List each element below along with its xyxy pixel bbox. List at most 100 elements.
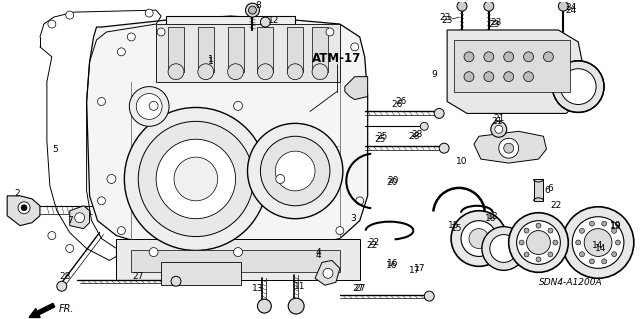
Text: 25: 25 — [376, 132, 387, 141]
Polygon shape — [86, 16, 367, 252]
Text: 27: 27 — [132, 272, 144, 281]
Circle shape — [149, 248, 158, 256]
Circle shape — [288, 298, 304, 314]
Circle shape — [558, 1, 568, 11]
Circle shape — [482, 226, 525, 270]
Circle shape — [612, 252, 616, 257]
Circle shape — [434, 108, 444, 118]
Circle shape — [351, 43, 359, 51]
Text: 19: 19 — [610, 221, 621, 230]
Text: 5: 5 — [52, 145, 58, 154]
Circle shape — [127, 33, 135, 41]
Text: 11: 11 — [294, 282, 306, 291]
Text: 24: 24 — [566, 6, 577, 15]
Polygon shape — [70, 206, 90, 229]
Circle shape — [484, 1, 494, 11]
Text: 22: 22 — [551, 201, 562, 210]
Text: 18: 18 — [487, 212, 499, 221]
Circle shape — [484, 72, 494, 82]
Circle shape — [257, 64, 273, 80]
Circle shape — [124, 108, 268, 250]
Polygon shape — [534, 179, 543, 201]
Circle shape — [129, 86, 169, 126]
Circle shape — [97, 98, 106, 106]
Text: 9: 9 — [431, 70, 437, 79]
Polygon shape — [116, 239, 360, 280]
Circle shape — [536, 223, 541, 228]
Text: ATM-17: ATM-17 — [312, 52, 362, 65]
Text: 28: 28 — [409, 132, 420, 141]
Text: 23: 23 — [488, 19, 499, 28]
Circle shape — [461, 221, 497, 256]
Circle shape — [18, 202, 30, 214]
Polygon shape — [168, 27, 184, 72]
Polygon shape — [447, 30, 583, 114]
Circle shape — [469, 229, 489, 249]
Circle shape — [563, 207, 634, 278]
Text: 15: 15 — [449, 221, 460, 230]
Circle shape — [536, 257, 541, 262]
Circle shape — [424, 291, 434, 301]
Circle shape — [66, 11, 74, 19]
Circle shape — [504, 143, 514, 153]
Circle shape — [248, 6, 257, 14]
Text: 20: 20 — [387, 178, 398, 188]
Text: 6: 6 — [548, 184, 554, 193]
Polygon shape — [454, 40, 570, 92]
FancyArrow shape — [29, 303, 55, 317]
Circle shape — [491, 121, 507, 137]
Text: SDN4-A1200A: SDN4-A1200A — [538, 278, 602, 287]
Circle shape — [356, 197, 364, 205]
Polygon shape — [166, 16, 295, 27]
Text: FR.: FR. — [59, 304, 74, 314]
Polygon shape — [312, 27, 328, 72]
Circle shape — [336, 226, 344, 234]
Circle shape — [490, 234, 518, 263]
Text: 22: 22 — [368, 238, 380, 247]
Circle shape — [576, 240, 580, 245]
Polygon shape — [257, 27, 273, 72]
Circle shape — [572, 217, 624, 268]
Circle shape — [117, 48, 125, 56]
Polygon shape — [198, 27, 214, 72]
Text: 17: 17 — [413, 264, 425, 273]
Circle shape — [580, 228, 584, 233]
Text: 18: 18 — [485, 214, 497, 223]
Circle shape — [420, 122, 428, 130]
Circle shape — [439, 143, 449, 153]
Polygon shape — [315, 260, 340, 285]
Polygon shape — [7, 196, 40, 226]
Circle shape — [287, 64, 303, 80]
Circle shape — [504, 52, 514, 62]
Text: 26: 26 — [396, 97, 407, 106]
Circle shape — [524, 252, 529, 257]
Circle shape — [198, 64, 214, 80]
Text: 14: 14 — [593, 241, 604, 250]
Circle shape — [117, 226, 125, 234]
Circle shape — [246, 3, 259, 17]
Circle shape — [171, 276, 181, 286]
Circle shape — [97, 197, 106, 205]
Circle shape — [48, 232, 56, 240]
Circle shape — [524, 228, 529, 233]
Text: 14: 14 — [595, 244, 607, 253]
Text: 13: 13 — [252, 284, 263, 293]
Circle shape — [616, 240, 620, 245]
Circle shape — [260, 136, 330, 206]
Circle shape — [589, 259, 595, 264]
Polygon shape — [474, 131, 547, 163]
Circle shape — [527, 231, 550, 255]
Circle shape — [612, 228, 616, 233]
Circle shape — [602, 221, 607, 226]
Text: 19: 19 — [610, 222, 621, 231]
Circle shape — [156, 139, 236, 219]
Text: 27: 27 — [354, 284, 365, 293]
Text: 12: 12 — [268, 16, 279, 25]
Text: 22: 22 — [366, 241, 377, 250]
Circle shape — [21, 205, 27, 211]
Polygon shape — [228, 27, 244, 72]
Circle shape — [516, 221, 561, 264]
Polygon shape — [287, 27, 303, 72]
Circle shape — [174, 157, 218, 201]
Text: 23: 23 — [440, 12, 451, 22]
